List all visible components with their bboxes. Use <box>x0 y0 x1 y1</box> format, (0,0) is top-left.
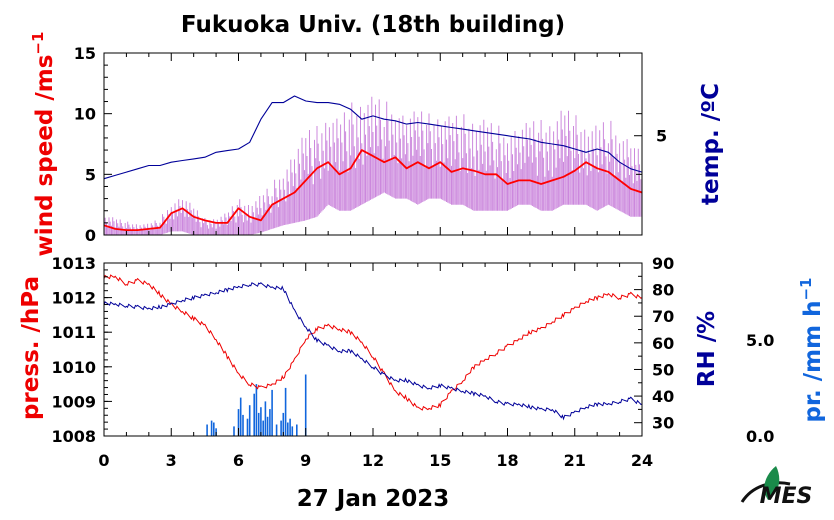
precip-bar <box>280 420 282 436</box>
precip-bar <box>210 420 213 436</box>
rh-tick-label: 90 <box>652 254 674 273</box>
precip-bar <box>291 426 294 436</box>
precip-bar <box>206 424 208 436</box>
precip-bar <box>239 397 242 436</box>
wind-tick-label: 15 <box>74 44 96 63</box>
wind-axis-label: wind speed /ms−1 <box>29 32 58 257</box>
rh-tick-label: 80 <box>652 281 674 300</box>
precip-axis-label: pr. /mm h−1 <box>797 277 826 422</box>
wind-mean-series <box>103 149 643 232</box>
precip-bar <box>269 409 271 436</box>
temperature-series <box>103 95 643 180</box>
precip-bar <box>246 418 249 436</box>
pressure-axis-label: press. /hPa <box>18 276 44 420</box>
precip-bar <box>304 374 307 436</box>
x-tick-label: 15 <box>429 451 451 470</box>
x-tick-label: 24 <box>631 451 653 470</box>
precip-bar <box>296 424 298 436</box>
precip-bar <box>257 412 260 436</box>
rh-axis-label: RH /% <box>694 311 720 387</box>
x-tick-label: 6 <box>233 451 244 470</box>
x-tick-label: 0 <box>98 451 109 470</box>
wind-raw-series <box>103 96 642 235</box>
rh-tick-label: 30 <box>652 414 674 433</box>
pressure-tick-label: 1010 <box>51 358 96 377</box>
precip-bar <box>275 424 278 436</box>
precip-tick-label: 0.0 <box>746 427 774 446</box>
rh-tick-label: 50 <box>652 360 674 379</box>
precip-tick-label: 5.0 <box>746 331 774 350</box>
precip-bar <box>260 407 262 436</box>
bottom-panel-frame <box>103 262 643 437</box>
pressure-tick-label: 1013 <box>51 254 96 273</box>
x-tick-label: 9 <box>300 451 311 470</box>
temp-axis-label: temp. /ºC <box>698 83 724 205</box>
wind-tick-label: 0 <box>85 226 96 245</box>
pressure-rh-panel: 1008 1009 1010 1011 1012 1013 30 40 50 60 70 80 90 0.… <box>18 254 826 446</box>
precip-bar <box>242 414 244 436</box>
pressure-series <box>103 274 643 411</box>
precip-bar <box>233 426 235 436</box>
precip-bar <box>237 409 240 436</box>
precip-bar <box>287 422 289 436</box>
precip-bar <box>282 412 285 436</box>
precip-bar <box>255 384 258 436</box>
precip-bar <box>213 422 215 436</box>
precip-bar <box>266 416 269 436</box>
wind-tick-label: 5 <box>85 165 96 184</box>
x-tick-label: 12 <box>362 451 384 470</box>
x-tick-label: 21 <box>564 451 586 470</box>
pressure-tick-label: 1009 <box>51 392 96 411</box>
precip-bar <box>248 405 251 436</box>
rh-series <box>103 282 643 421</box>
pressure-tick-label: 1008 <box>51 427 96 446</box>
logo-text: MES <box>760 484 813 509</box>
precip-bar <box>264 401 267 436</box>
x-tick-label: 18 <box>496 451 518 470</box>
x-tick-label: 3 <box>166 451 177 470</box>
chart-title: Fukuoka Univ. (18th building) <box>181 12 565 38</box>
rh-tick-label: 40 <box>652 387 674 406</box>
precip-bar <box>253 393 255 436</box>
pressure-tick-label: 1011 <box>51 323 96 342</box>
precip-bar <box>284 387 287 436</box>
wind-tick-label: 10 <box>74 105 96 124</box>
pressure-tick-label: 1012 <box>51 289 96 308</box>
precip-bar <box>262 420 264 436</box>
rh-tick-label: 70 <box>652 307 674 326</box>
rh-tick-label: 60 <box>652 334 674 353</box>
wind-temp-panel: 0 5 10 15 5 wind speed /ms−1 temp. /ºC <box>29 32 724 257</box>
date-label: 27 Jan 2023 <box>297 486 450 512</box>
leaf-logo-icon: MES <box>740 466 813 509</box>
precip-bar <box>271 389 273 436</box>
precip-bar <box>289 418 291 436</box>
temp-tick-label: 5 <box>656 127 667 146</box>
